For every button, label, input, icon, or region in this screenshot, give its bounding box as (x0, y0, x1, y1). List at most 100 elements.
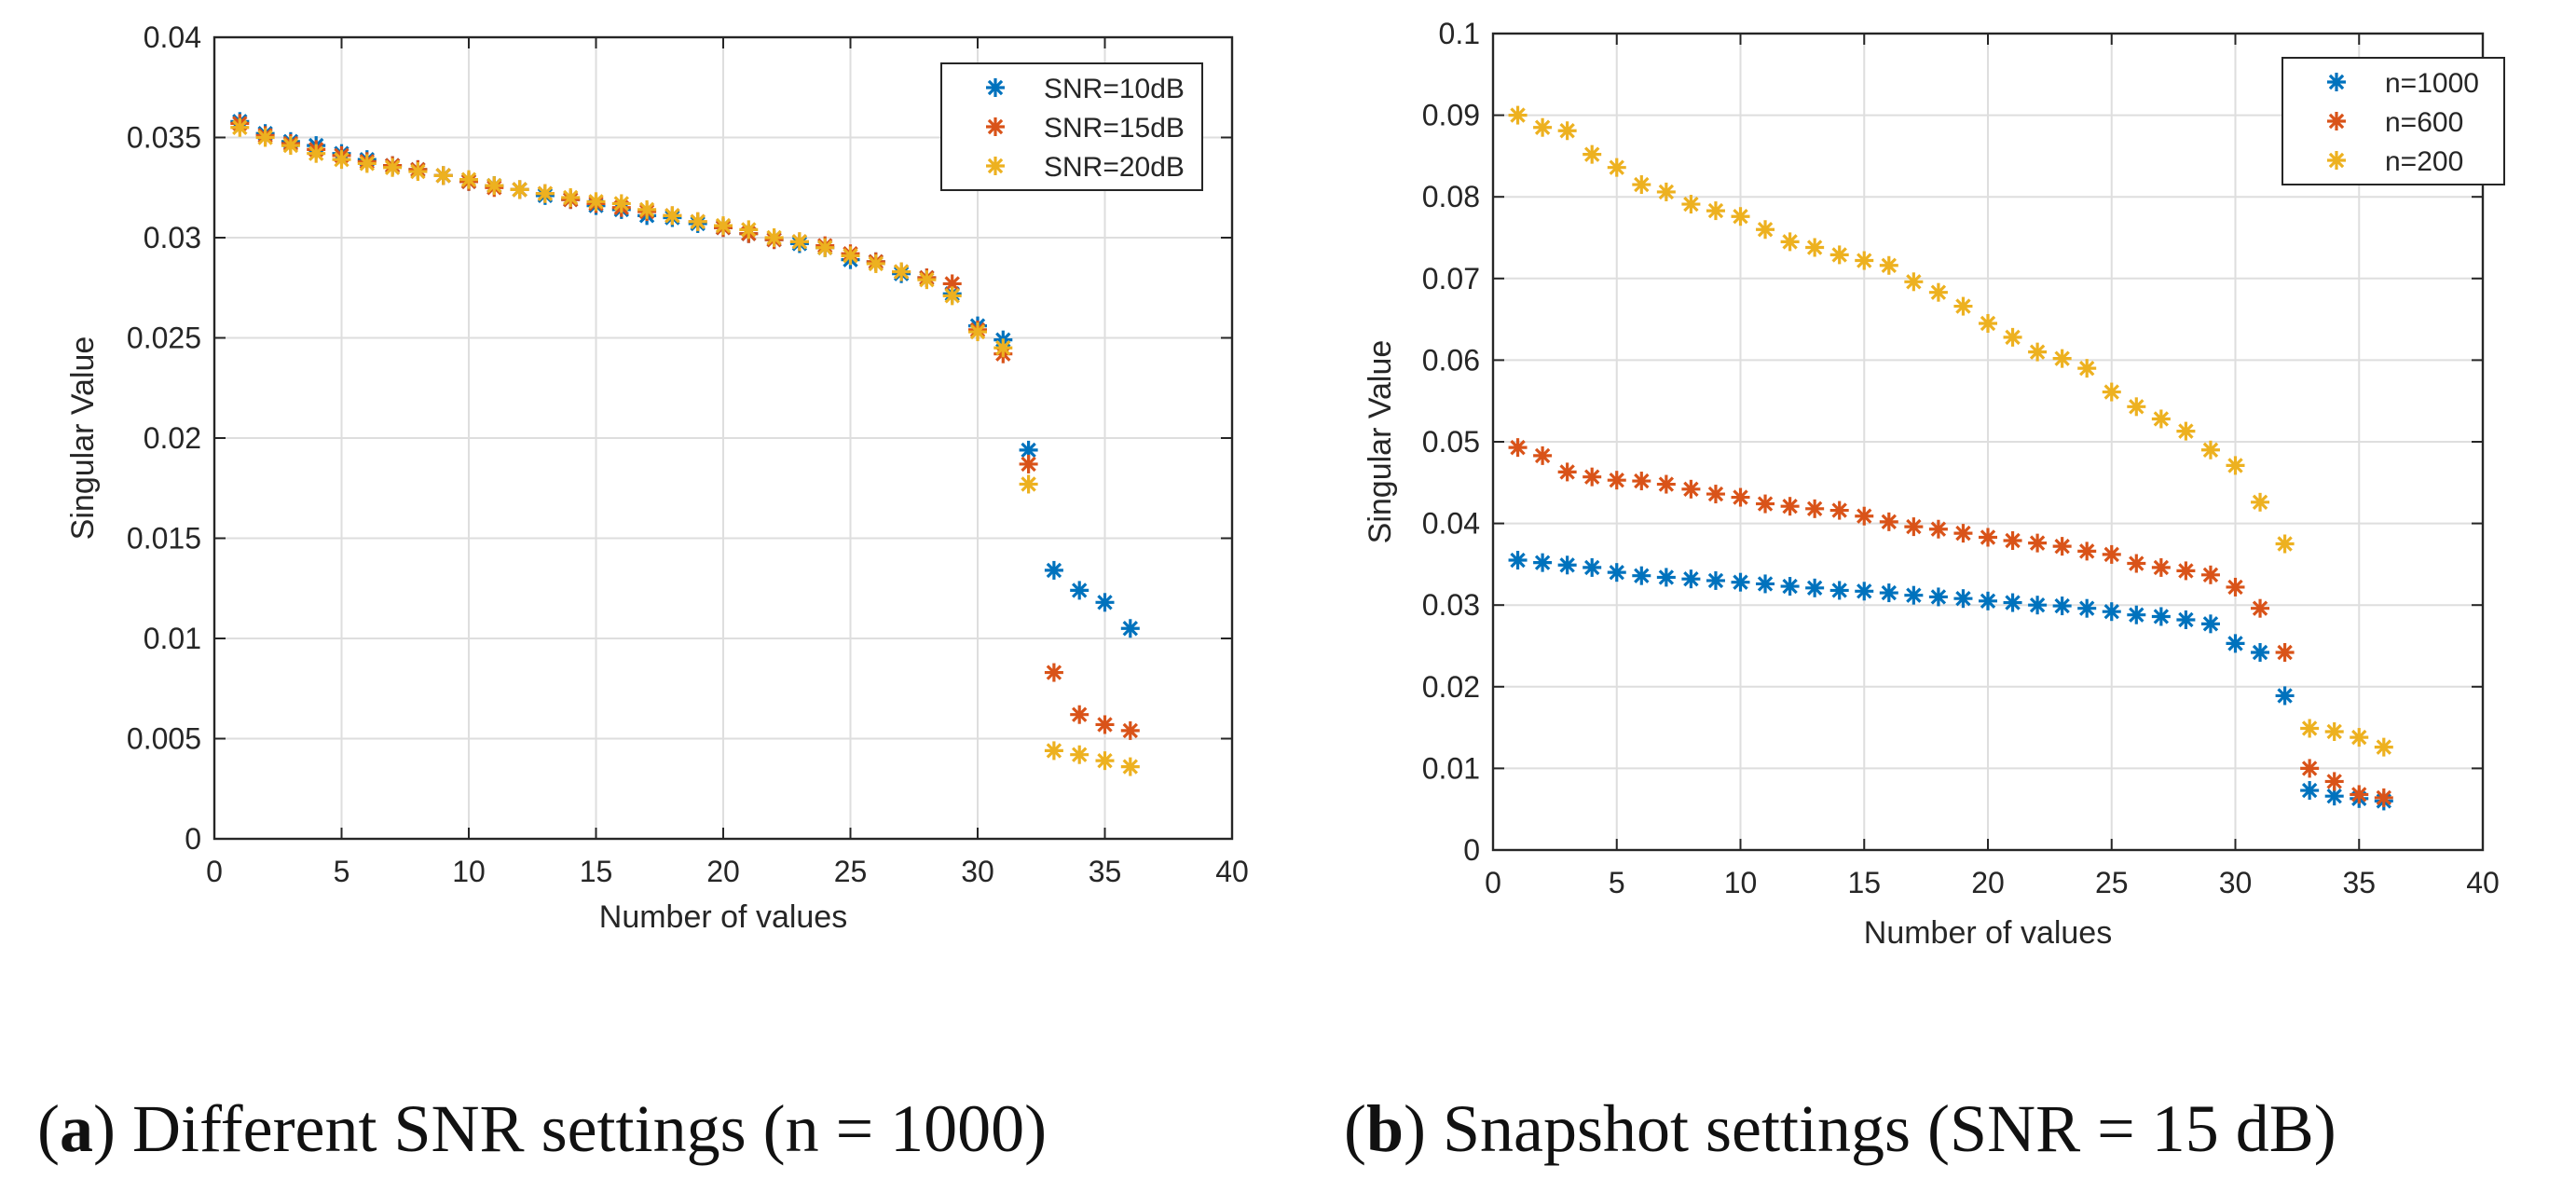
data-point (586, 192, 606, 212)
legend-marker (2327, 112, 2346, 130)
data-point (1632, 566, 1651, 585)
data-point (1557, 462, 1577, 482)
data-point (357, 154, 377, 173)
data-point (1855, 582, 1874, 601)
y-tick-label: 0.015 (127, 522, 201, 555)
data-point (433, 166, 453, 185)
x-tick-label: 10 (1724, 866, 1758, 899)
series-3 (1508, 105, 2393, 757)
data-point (866, 254, 885, 273)
data-point (2176, 561, 2196, 581)
data-point (1583, 557, 1602, 577)
data-point (1508, 551, 1528, 570)
y-tick-label: 0.09 (1422, 99, 1480, 132)
data-point (2003, 530, 2022, 550)
y-tick-label: 0.04 (1422, 507, 1480, 541)
y-tick-label: 0.01 (144, 622, 201, 655)
caption-a-label: a (59, 1091, 93, 1166)
data-point (1508, 105, 1528, 125)
data-point (1656, 474, 1676, 494)
data-point (2200, 440, 2220, 459)
legend-label: SNR=15dB (1044, 113, 1185, 144)
data-point (2151, 557, 2171, 577)
data-point (1879, 583, 1898, 603)
data-point (764, 228, 784, 247)
data-point (688, 212, 707, 231)
data-point (2077, 359, 2097, 378)
data-point (942, 286, 962, 306)
data-point (2052, 596, 2072, 616)
data-point (993, 338, 1013, 358)
data-point (281, 136, 300, 156)
data-point (2226, 634, 2245, 653)
data-point (2324, 721, 2344, 741)
x-tick-label: 20 (1971, 866, 2005, 899)
legend-label: n=1000 (2385, 68, 2479, 99)
data-point (1019, 440, 1038, 459)
data-point (1904, 585, 1924, 605)
data-point (2102, 382, 2121, 402)
x-tick-label: 10 (452, 855, 486, 888)
data-point (2127, 605, 2146, 624)
data-point (255, 128, 275, 147)
data-point (1533, 446, 1553, 465)
data-point (1780, 497, 1800, 516)
data-point (1879, 255, 1898, 275)
data-point (1979, 528, 1997, 547)
data-point (1706, 201, 1725, 221)
data-point (230, 117, 250, 137)
data-point (1780, 577, 1800, 596)
ticks (1492, 33, 2484, 851)
data-point (2300, 759, 2320, 778)
y-tick-label: 0 (185, 822, 201, 856)
data-point (1756, 574, 1775, 594)
data-point (2350, 728, 2369, 747)
data-point (2251, 643, 2270, 663)
data-point (332, 150, 351, 170)
data-point (1044, 741, 1063, 761)
data-point (1855, 251, 1874, 270)
x-tick-label: 0 (1485, 866, 1501, 899)
data-point (2374, 788, 2393, 807)
data-point (2275, 534, 2295, 554)
data-point (2350, 785, 2369, 804)
data-point (739, 220, 759, 240)
data-point (1953, 524, 1973, 543)
data-point (1120, 619, 1140, 638)
data-point (1070, 705, 1089, 724)
data-point (1044, 560, 1063, 580)
y-tick-label: 0.03 (1422, 588, 1480, 622)
data-point (1706, 570, 1725, 590)
legend-box (940, 62, 1203, 191)
legend-label: SNR=20dB (1044, 152, 1185, 183)
data-point (1879, 512, 1898, 531)
y-tick-label: 0.025 (127, 322, 201, 355)
data-point (1805, 238, 1825, 257)
x-tick-label: 40 (2466, 866, 2500, 899)
caption-b: (b) Snapshot settings (SNR = 15 dB) (1344, 1091, 2336, 1166)
data-point (535, 184, 555, 203)
caption-b-text: Snapshot settings (SNR = 15 dB) (1443, 1091, 2336, 1166)
data-point (2052, 349, 2072, 368)
data-point (2251, 598, 2270, 618)
data-point (611, 194, 631, 213)
data-point (1855, 506, 1874, 526)
data-point (2251, 492, 2270, 512)
legend-label: n=200 (2385, 146, 2463, 177)
data-point (2324, 772, 2344, 791)
data-point (1805, 578, 1825, 597)
data-point (2003, 593, 2022, 612)
data-point (1681, 195, 1701, 214)
data-point (1070, 745, 1089, 764)
data-point (789, 232, 809, 252)
y-tick-label: 0.1 (1439, 17, 1480, 50)
data-point (1731, 207, 1750, 226)
data-point (1928, 519, 1948, 539)
data-point (1656, 182, 1676, 201)
legend-label: n=600 (2385, 107, 2463, 138)
y-tick-label: 0.005 (127, 722, 201, 756)
data-point (2102, 544, 2121, 564)
x-tick-label: 0 (206, 855, 223, 888)
y-tick-label: 0.02 (1422, 670, 1480, 704)
data-point (2226, 577, 2245, 596)
